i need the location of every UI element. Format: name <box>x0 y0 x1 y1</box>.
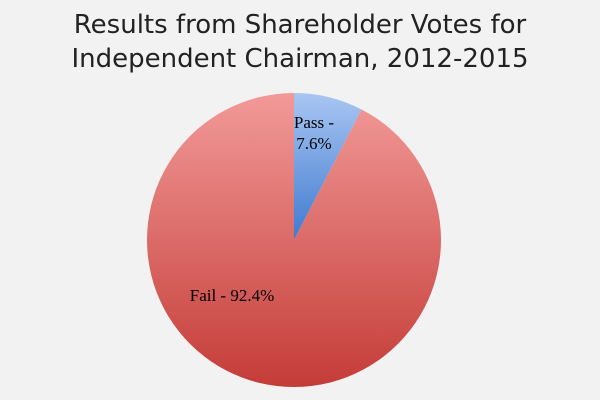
chart-title: Results from Shareholder Votes for Indep… <box>0 8 600 76</box>
pie-labels: Pass - 7.6% Fail - 92.4% <box>190 113 335 305</box>
pie-slice-pass <box>294 93 362 240</box>
slice-label-line: Fail - 92.4% <box>190 286 275 305</box>
slice-label-line: Pass - <box>294 113 334 132</box>
pie-slices <box>146 93 441 387</box>
slice-label-line: 7.6% <box>296 134 331 153</box>
chart-title-line-2: Independent Chairman, 2012-2015 <box>71 44 529 74</box>
slice-label-fail: Fail - 92.4% <box>190 286 275 305</box>
slice-label-pass: Pass - 7.6% <box>294 113 334 153</box>
pie-slice-fail <box>146 93 441 387</box>
chart-title-line-1: Results from Shareholder Votes for <box>73 10 527 40</box>
